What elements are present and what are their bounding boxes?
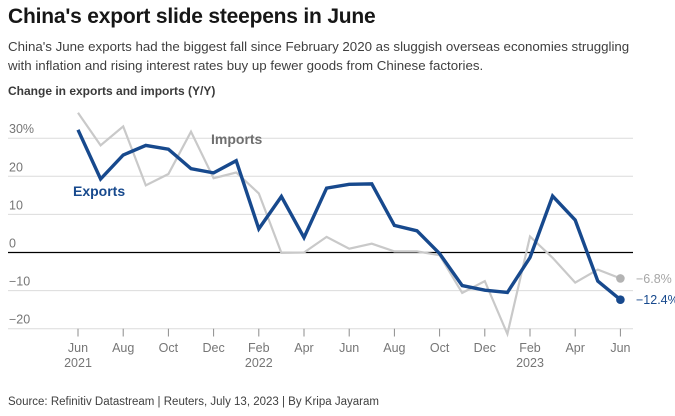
x-tick-label: Aug	[112, 341, 134, 355]
y-tick-label: 30%	[9, 122, 34, 136]
x-tick-label: Apr	[294, 341, 313, 355]
x-tick-label: Apr	[565, 341, 584, 355]
x-tick-label: Jun	[339, 341, 359, 355]
chart-description: China's June exports had the biggest fal…	[8, 39, 630, 73]
y-tick-label: −10	[9, 275, 30, 289]
chart-label: Change in exports and imports (Y/Y)	[8, 84, 216, 98]
exports-end-label: −12.4%	[636, 293, 675, 307]
chart-headline: China's export slide steepens in June	[8, 5, 376, 28]
imports-series-label: Imports	[211, 131, 263, 147]
x-year-label: 2023	[516, 356, 544, 370]
y-tick-label: 20	[9, 160, 23, 174]
x-tick-label: Oct	[159, 341, 179, 355]
y-tick-label: 0	[9, 237, 16, 251]
exports-line	[76, 129, 622, 302]
source-attribution: Source: Refinitiv Datastream | Reuters, …	[8, 396, 379, 408]
x-year-label: 2021	[64, 356, 92, 370]
x-tick-label: Feb	[519, 341, 541, 355]
x-tick-label: Feb	[248, 341, 270, 355]
x-tick-label: Aug	[383, 341, 405, 355]
exports-end-dot	[616, 295, 625, 305]
y-tick-label: −20	[9, 313, 30, 327]
x-tick-label: Oct	[430, 341, 450, 355]
imports-end-label: −6.8%	[636, 272, 672, 286]
imports-end-dot	[616, 274, 625, 283]
x-year-label: 2022	[245, 356, 273, 370]
exports-series-label: Exports	[73, 183, 125, 199]
y-tick-label: 10	[9, 198, 23, 212]
x-tick-label: Jun	[68, 341, 88, 355]
x-tick-label: Dec	[474, 341, 496, 355]
x-tick-label: Dec	[202, 341, 224, 355]
x-tick-label: Jun	[610, 341, 630, 355]
imports-line	[77, 112, 621, 338]
